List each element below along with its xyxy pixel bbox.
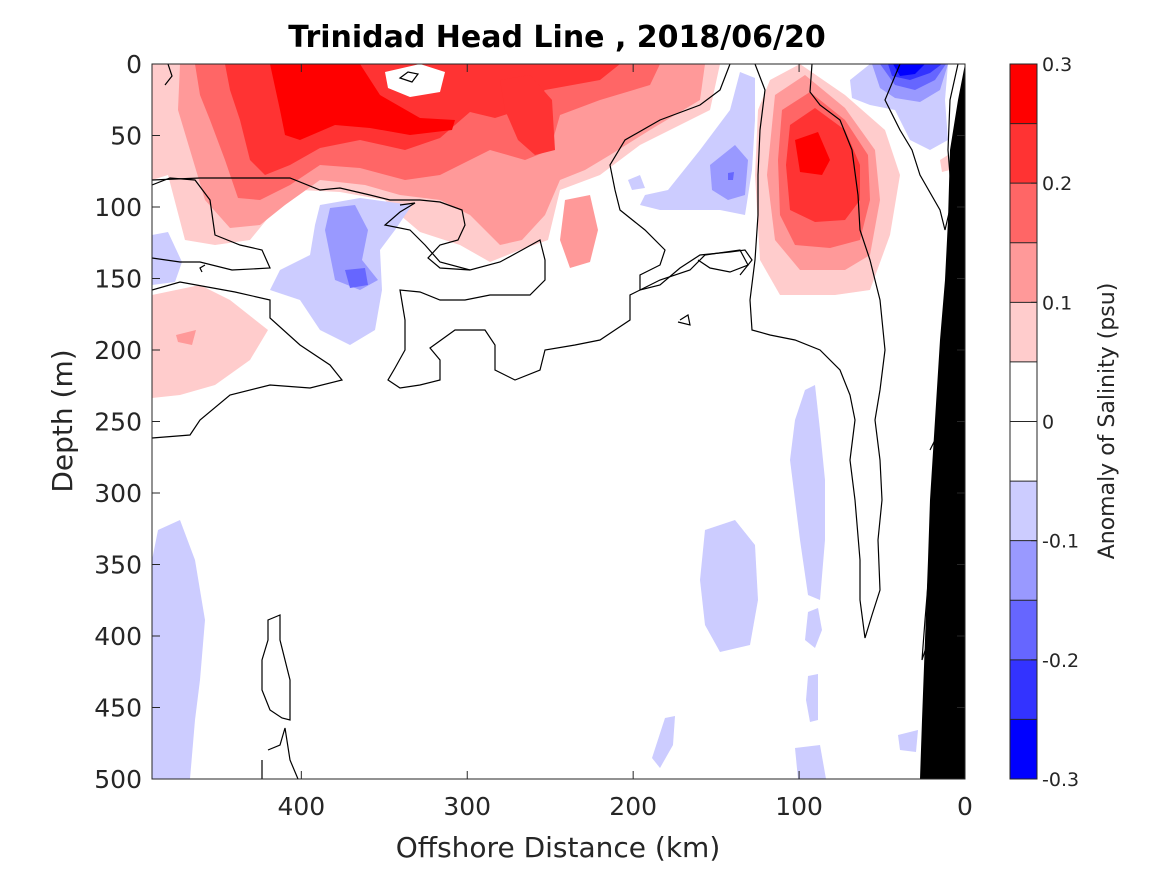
anomaly-region-neg-0.05 [628, 175, 645, 190]
anomaly-region-neg-0.05 [700, 520, 758, 652]
anomaly-region-pos-0.25 [270, 64, 455, 140]
anomaly-region-neg-0.05 [152, 520, 205, 779]
x-axis-label: Offshore Distance (km) [396, 831, 721, 864]
colorbar-swatch [1010, 183, 1037, 243]
colorbar-swatch [1010, 64, 1037, 124]
colorbar-swatch [1010, 242, 1037, 303]
x-axis: 400 300 200 100 0 [277, 64, 973, 821]
y-tick-label: 250 [94, 408, 142, 437]
colorbar-swatch [1010, 481, 1037, 541]
colorbar-tick-label: 0.2 [1042, 173, 1072, 195]
anomaly-region-pos-0.05 [152, 285, 268, 398]
zero-contour-lines [152, 64, 959, 779]
y-tick-label: 400 [94, 622, 142, 651]
anomaly-region-pos-0.10 [560, 195, 598, 268]
anomaly-region-pos-0.20 [500, 75, 555, 155]
anomaly-region-neg-0.15 [345, 268, 368, 288]
colorbar-swatch [1010, 659, 1037, 720]
x-tick-label: 0 [957, 792, 973, 821]
anomaly-region-neg-0.05 [795, 745, 826, 779]
colorbar-swatch [1010, 600, 1037, 660]
y-tick-label: 50 [110, 122, 142, 151]
y-tick-label: 150 [94, 265, 142, 294]
colorbar-tick-label: -0.2 [1042, 650, 1079, 672]
seafloor-bathymetry [920, 64, 965, 779]
colorbar-swatch [1010, 540, 1037, 601]
anomaly-region-pos-0.10 [176, 330, 196, 345]
anomaly-region-neg-0.05 [805, 608, 822, 648]
colorbar-label: Anomaly of Salinity (psu) [1095, 283, 1120, 560]
x-tick-label: 300 [443, 792, 491, 821]
colorbar-swatch [1010, 719, 1037, 779]
colorbar-tick-label: -0.3 [1042, 769, 1079, 791]
colorbar-swatch [1010, 361, 1037, 422]
colorbar-tick-label: -0.1 [1042, 531, 1079, 553]
anomaly-region-neg-0.15 [728, 172, 734, 180]
x-tick-label: 200 [609, 792, 657, 821]
anomaly-region-neg-0.25 [893, 64, 925, 76]
plot-area [152, 64, 965, 779]
y-tick-label: 350 [94, 551, 142, 580]
colorbar: 0.3 0.2 0.1 0 -0.1 -0.2 -0.3 [1009, 54, 1079, 791]
colorbar-tick-label: 0.1 [1042, 292, 1072, 314]
colorbar-tick-label: 0 [1042, 412, 1054, 434]
colorbar-swatch [1010, 421, 1037, 482]
anomaly-region-neg-0.05 [652, 716, 675, 768]
anomaly-region-neutral [385, 64, 445, 97]
anomaly-region-neg-0.05 [152, 232, 182, 285]
anomaly-region-pos-0.25 [795, 132, 830, 175]
colorbar-tick-label: 0.3 [1042, 54, 1072, 76]
x-tick-label: 400 [277, 792, 325, 821]
colorbar-swatch [1010, 123, 1037, 184]
colorbar-swatch [1010, 302, 1037, 362]
y-tick-label: 200 [94, 336, 142, 365]
y-axis: 0 50 100 150 200 250 300 350 400 450 500 [94, 50, 965, 794]
x-tick-label: 100 [775, 792, 823, 821]
anomaly-region-neg-0.05 [790, 385, 825, 600]
y-tick-label: 0 [126, 50, 142, 79]
anomaly-region-neg-0.10 [710, 145, 748, 200]
y-tick-label: 300 [94, 479, 142, 508]
chart-title: Trinidad Head Line , 2018/06/20 [288, 20, 825, 55]
y-tick-label: 100 [94, 193, 142, 222]
y-tick-label: 450 [94, 694, 142, 723]
anomaly-region-pos-0.05 [940, 155, 950, 172]
y-tick-label: 500 [94, 765, 142, 794]
y-axis-label: Depth (m) [46, 349, 79, 492]
anomaly-region-neg-0.05 [806, 674, 818, 722]
anomaly-region-neg-0.05 [898, 730, 918, 752]
